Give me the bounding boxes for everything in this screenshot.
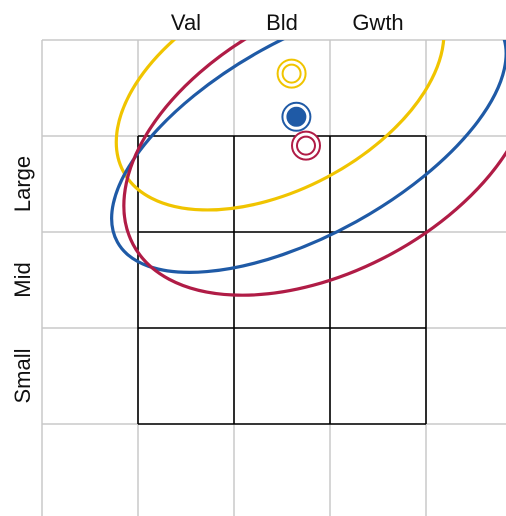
row-label-mid: Mid [10, 262, 35, 297]
ownership-ellipse [114, 40, 446, 212]
column-label-growth: Gwth [352, 10, 403, 35]
marker-layer [276, 58, 321, 161]
background-grid [41, 39, 506, 516]
row-label-small: Small [10, 348, 35, 403]
row-label-large: Large [10, 156, 35, 212]
centroid-marker [296, 135, 316, 156]
ownership-ellipse [110, 40, 506, 274]
centroid-marker [281, 63, 302, 84]
ellipse-layer [110, 40, 506, 297]
column-label-blend: Bld [266, 10, 298, 35]
ownership-ellipse [122, 40, 506, 297]
style-box-grid [137, 135, 427, 425]
centroid-marker [286, 106, 307, 127]
column-label-value: Val [171, 10, 201, 35]
